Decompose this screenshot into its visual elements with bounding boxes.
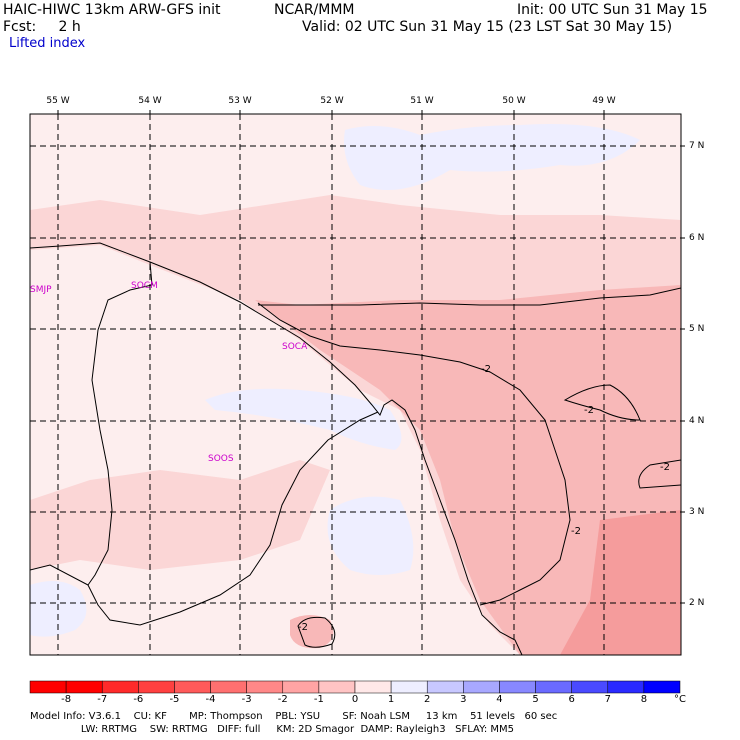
lon-label: 52 W	[320, 96, 344, 106]
contour-line	[258, 287, 681, 306]
lat-label: 7 N	[689, 141, 705, 151]
colorbar-tick-label: -4	[205, 694, 216, 705]
lat-label: 5 N	[689, 324, 705, 334]
colorbar-swatch	[65, 680, 103, 694]
colorbar-tick-label: -5	[169, 694, 180, 705]
colorbar-swatch	[535, 680, 572, 694]
blue-region-south	[327, 496, 414, 575]
lat-label: 2 N	[689, 598, 705, 608]
colorbar-swatch	[210, 680, 247, 694]
colorbar-swatch	[318, 680, 356, 694]
lon-label: 55 W	[46, 96, 70, 106]
colorbar-tick-label: 1	[387, 694, 395, 705]
colorbar-swatch	[643, 680, 681, 694]
forecast-hour: Fcst: 2 h	[3, 19, 81, 35]
colorbar-tick-label: 6	[568, 694, 575, 705]
colorbar-tick-label: -6	[133, 694, 144, 705]
model-info-line1: Model Info: V3.6.1 CU: KF MP: Thompson P…	[30, 711, 558, 722]
valid-time: Valid: 02 UTC Sun 31 May 15 (23 LST Sat …	[302, 19, 673, 35]
lon-label: 49 W	[592, 96, 616, 106]
colorbar-tick-label: -7	[97, 694, 108, 705]
colorbar-swatch	[607, 680, 645, 694]
blue-region-central	[205, 388, 402, 450]
border-west	[30, 564, 89, 586]
station-smjp: SMJP	[30, 285, 52, 295]
colorbar-swatch	[101, 680, 139, 694]
colorbar-tick-label: 5	[532, 694, 539, 705]
contour-label: -2	[298, 622, 308, 633]
coastlines	[30, 242, 681, 655]
colorbar-tick-label: 7	[604, 694, 611, 705]
deep-pink-region	[560, 510, 681, 655]
contour-label: -2	[481, 364, 491, 375]
inland-pink-band	[30, 460, 330, 570]
colorbar-tick-label: 4	[496, 694, 503, 705]
colorbar	[29, 680, 681, 694]
colorbar-tick-label: -2	[277, 694, 288, 705]
colorbar-swatch	[138, 680, 175, 694]
init-time: Init: 00 UTC Sun 31 May 15	[517, 2, 708, 18]
axis-ticks	[57, 110, 685, 604]
colorbar-swatch	[282, 680, 320, 694]
lat-label: 6 N	[689, 233, 705, 243]
lat-label: 4 N	[689, 416, 705, 426]
station-socm: SOCM	[131, 281, 158, 291]
contour-label: -2	[660, 462, 670, 473]
colorbar-tick-label: -8	[61, 694, 72, 705]
contour-label: -2	[584, 405, 594, 416]
organization: NCAR/MMM	[274, 2, 355, 18]
colorbar-swatch	[354, 680, 392, 694]
colorbar-swatch	[246, 680, 284, 694]
map-frame	[29, 113, 682, 656]
colorbar-swatch	[174, 680, 211, 694]
contour-line	[257, 302, 571, 606]
colorbar-tick-label: 3	[460, 694, 467, 705]
colorbar-unit: °C	[674, 694, 686, 705]
blue-region-north	[344, 124, 640, 190]
field-name: Lifted index	[9, 36, 86, 51]
contour-line	[638, 459, 681, 489]
station-soca: SOCA	[282, 342, 308, 352]
colorbar-swatch	[499, 680, 536, 694]
border-suriname-guyana	[87, 261, 379, 626]
colorbar-swatch	[29, 680, 67, 694]
lat-label: 3 N	[689, 507, 705, 517]
colorbar-tick-label: 8	[640, 694, 648, 705]
colorbar-tick-label: 0	[351, 694, 359, 705]
contour-label: -2	[571, 526, 581, 537]
lon-label: 51 W	[410, 96, 434, 106]
coastline	[30, 242, 523, 655]
colorbar-tick-label: 2	[424, 694, 431, 705]
colorbar-swatch	[390, 680, 428, 694]
lon-label: 53 W	[228, 96, 252, 106]
contour-line	[297, 616, 336, 648]
mid-pink-region	[255, 285, 681, 655]
colorbar-swatch	[463, 680, 500, 694]
colorbar-tick-label: -1	[313, 694, 324, 705]
colorbar-swatch	[426, 680, 464, 694]
station-soos: SOOS	[208, 454, 234, 464]
lon-label: 50 W	[502, 96, 526, 106]
colorbar-tick-label: -3	[241, 694, 252, 705]
map-title: HAIC-HIWC 13km ARW-GFS init	[3, 2, 221, 18]
contour-line	[563, 384, 641, 421]
lat-lon-grid	[30, 114, 681, 655]
colorbar-swatch	[571, 680, 609, 694]
pink-spot	[290, 615, 334, 649]
station-labels: SMJP SOCM SOCA SOOS	[30, 281, 308, 464]
model-info-line2: LW: RRTMG SW: RRTMG DIFF: full KM: 2D Sm…	[30, 724, 515, 735]
contour-labels: -2 -2 -2 -2 -2	[298, 364, 670, 633]
shaded-field	[30, 114, 681, 655]
lon-label: 54 W	[138, 96, 162, 106]
